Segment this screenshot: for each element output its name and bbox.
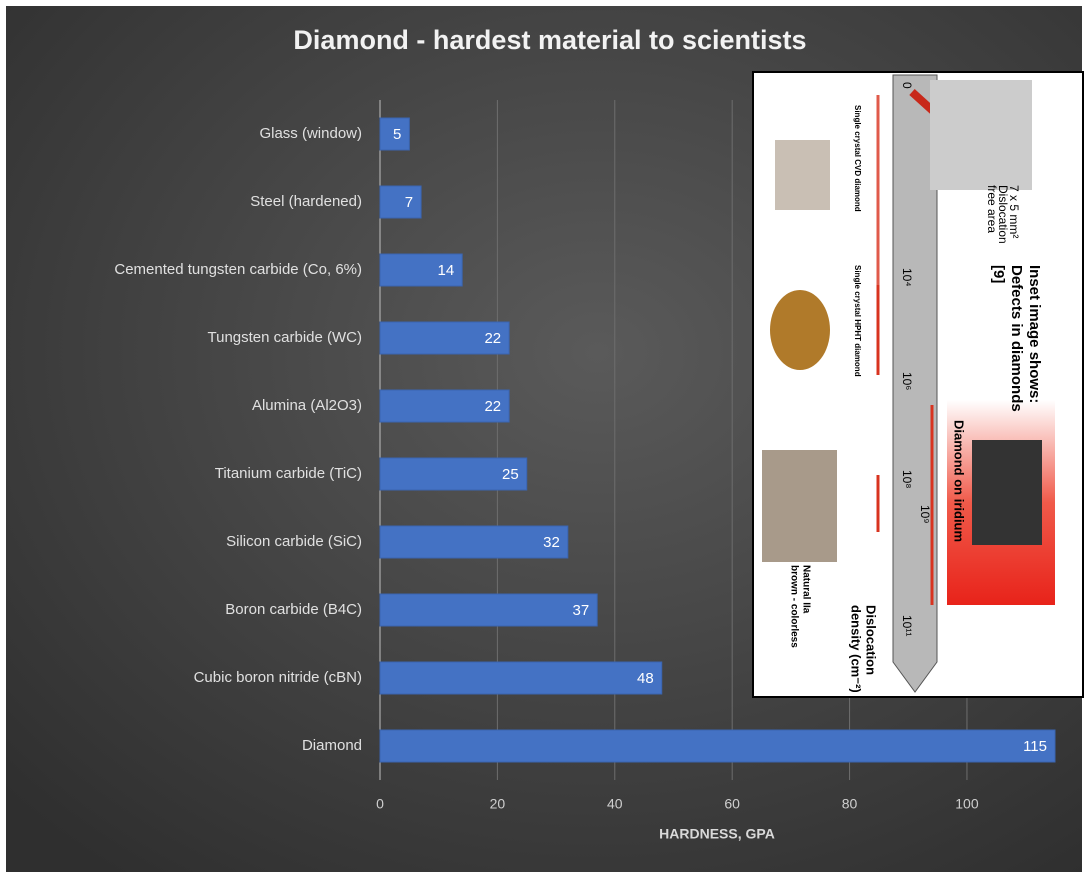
x-tick-label: 0 [376, 796, 384, 812]
y-tick-label: Steel (hardened) [250, 193, 362, 210]
inset-caption: Inset image shows: [1026, 265, 1043, 403]
cvd-photo [775, 140, 830, 210]
bar [380, 594, 597, 626]
y-tick-label: Glass (window) [259, 125, 362, 142]
free-area-label: free area [985, 185, 999, 233]
y-tick-label: Diamond [302, 737, 362, 754]
y-tick-label: Tungsten carbide (WC) [208, 329, 363, 346]
x-axis-title: HARDNESS, GPA [659, 826, 775, 842]
inset-caption: [9] [990, 265, 1007, 283]
chart-title: Diamond - hardest material to scientists [293, 25, 806, 55]
page: Diamond - hardest material to scientists… [0, 0, 1088, 878]
y-tick-label: Silicon carbide (SiC) [226, 533, 362, 550]
x-tick-label: 40 [607, 796, 623, 812]
hpht-label: Single crystal HPHT diamond [853, 265, 862, 377]
x-tick-label: 100 [955, 796, 979, 812]
sample-photo [972, 440, 1042, 545]
natural-label: brown - colorless [788, 565, 799, 648]
value-label: 22 [484, 398, 501, 415]
y-tick-label: Alumina (Al2O3) [252, 397, 362, 414]
bar [380, 186, 421, 218]
bar [380, 526, 568, 558]
sample-label: Diamond on iridium [952, 420, 967, 542]
value-label: 5 [393, 126, 401, 143]
natural-photo [762, 450, 837, 562]
bar [380, 730, 1055, 762]
value-label: 48 [637, 670, 654, 687]
density-title: density (cm⁻²) [849, 605, 864, 693]
y-tick-label: Cemented tungsten carbide (Co, 6%) [114, 261, 362, 278]
density-tick: 10¹¹ [900, 615, 914, 636]
hpht-photo [770, 290, 830, 370]
density-title: Dislocation [864, 605, 879, 675]
inset-image: Inset image shows: Defects in diamonds [… [753, 72, 1083, 697]
bar [380, 662, 662, 694]
chart: Diamond - hardest material to scientists… [0, 0, 1088, 878]
value-label: 25 [502, 466, 519, 483]
y-tick-label: Cubic boron nitride (cBN) [194, 669, 362, 686]
y-tick-label: Titanium carbide (TiC) [215, 465, 362, 482]
value-label: 37 [572, 602, 589, 619]
value-label: 22 [484, 330, 501, 347]
value-label: 32 [543, 534, 560, 551]
x-tick-label: 60 [724, 796, 740, 812]
natural-label: Natural IIa [800, 565, 811, 614]
x-tick-label: 20 [490, 796, 506, 812]
inset-caption: Defects in diamonds [1008, 265, 1025, 412]
tem-photo [930, 80, 1032, 190]
y-tick-label: Boron carbide (B4C) [225, 601, 362, 618]
x-tick-label: 80 [842, 796, 858, 812]
density-tick: 10⁴ [900, 268, 914, 287]
value-label: 14 [437, 262, 454, 279]
density-tick: 10⁹ [918, 505, 932, 524]
value-label: 115 [1023, 738, 1047, 755]
value-label: 7 [405, 194, 413, 211]
density-tick: 10⁸ [900, 470, 914, 488]
cvd-label: Single crystal CVD diamond [853, 105, 862, 212]
density-tick: 10⁶ [900, 372, 914, 390]
density-tick: 0 [900, 82, 914, 89]
